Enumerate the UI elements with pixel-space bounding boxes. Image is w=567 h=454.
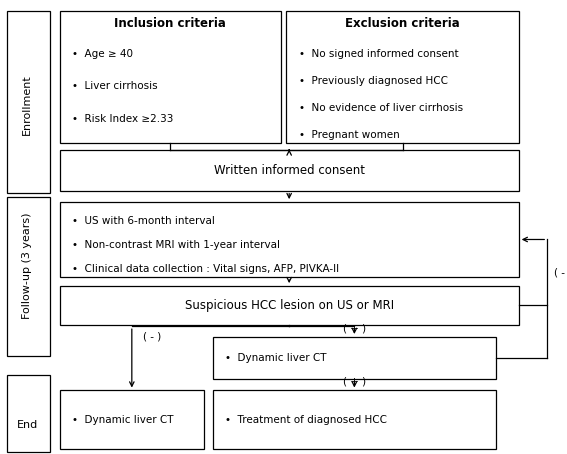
- Text: •  Dynamic liver CT: • Dynamic liver CT: [72, 415, 174, 425]
- Text: •  Clinical data collection : Vital signs, AFP, PIVKA-II: • Clinical data collection : Vital signs…: [72, 264, 339, 274]
- FancyBboxPatch shape: [7, 375, 50, 452]
- FancyBboxPatch shape: [7, 11, 50, 193]
- FancyBboxPatch shape: [60, 390, 204, 449]
- Text: •  Previously diagnosed HCC: • Previously diagnosed HCC: [299, 76, 448, 86]
- FancyBboxPatch shape: [213, 390, 496, 449]
- Text: •  Liver cirrhosis: • Liver cirrhosis: [72, 81, 158, 91]
- Text: Suspicious HCC lesion on US or MRI: Suspicious HCC lesion on US or MRI: [185, 299, 393, 312]
- Text: End: End: [16, 420, 38, 430]
- Text: •  Pregnant women: • Pregnant women: [299, 130, 400, 140]
- FancyBboxPatch shape: [7, 197, 50, 356]
- FancyBboxPatch shape: [286, 11, 519, 143]
- Text: •  Age ≥ 40: • Age ≥ 40: [72, 49, 133, 59]
- Text: ( + ): ( + ): [343, 323, 366, 333]
- Text: Exclusion criteria: Exclusion criteria: [345, 17, 460, 30]
- Text: Written informed consent: Written informed consent: [214, 164, 365, 177]
- Text: Inclusion criteria: Inclusion criteria: [114, 17, 226, 30]
- Text: •  Non-contrast MRI with 1-year interval: • Non-contrast MRI with 1-year interval: [72, 240, 280, 250]
- FancyBboxPatch shape: [60, 150, 519, 191]
- Text: ( - ): ( - ): [554, 267, 567, 277]
- FancyBboxPatch shape: [213, 337, 496, 379]
- Text: •  No signed informed consent: • No signed informed consent: [299, 49, 459, 59]
- FancyBboxPatch shape: [60, 202, 519, 277]
- FancyBboxPatch shape: [60, 11, 281, 143]
- Text: •  Risk Index ≥2.33: • Risk Index ≥2.33: [72, 114, 174, 124]
- Text: •  Dynamic liver CT: • Dynamic liver CT: [225, 353, 327, 363]
- Text: •  No evidence of liver cirrhosis: • No evidence of liver cirrhosis: [299, 103, 463, 113]
- FancyBboxPatch shape: [60, 286, 519, 325]
- Text: •  Treatment of diagnosed HCC: • Treatment of diagnosed HCC: [225, 415, 387, 425]
- Text: Enrollment: Enrollment: [22, 74, 32, 135]
- Text: ( + ): ( + ): [343, 377, 366, 387]
- Text: •  US with 6-month interval: • US with 6-month interval: [72, 216, 215, 226]
- Text: Follow-up (3 years): Follow-up (3 years): [22, 212, 32, 319]
- Text: ( - ): ( - ): [143, 331, 162, 342]
